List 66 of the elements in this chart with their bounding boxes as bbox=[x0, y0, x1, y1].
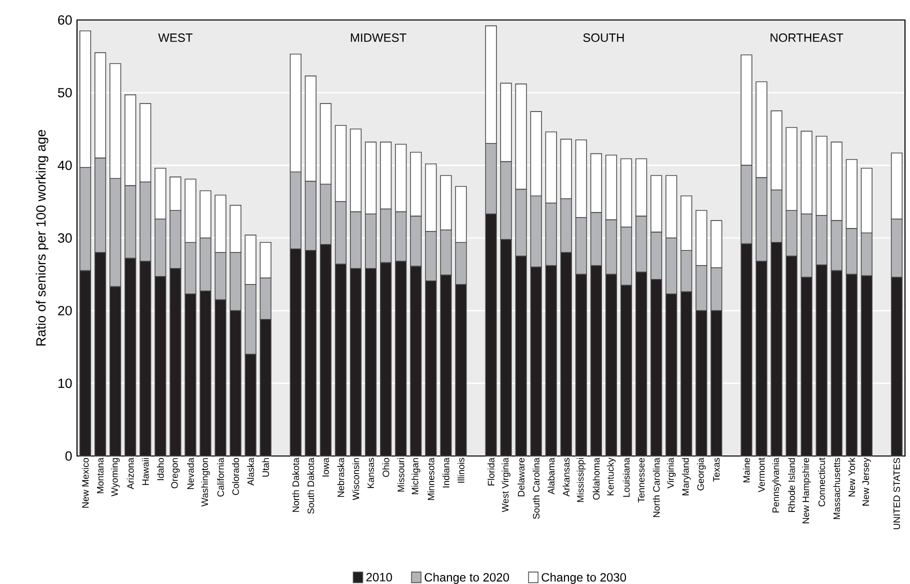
x-tick-label: South Dakota bbox=[307, 458, 314, 514]
y-tick-label: 60 bbox=[58, 15, 72, 25]
y-tick-label: 30 bbox=[58, 233, 72, 243]
x-tick-label: Michigan bbox=[412, 458, 420, 494]
x-tick-label: Pennsylvania bbox=[772, 458, 781, 512]
x-tick-label: Indiana bbox=[442, 458, 450, 488]
x-tick-label: Vermont bbox=[758, 458, 765, 492]
x-tick-label: Maine bbox=[743, 458, 750, 482]
x-tick-label: New Hampshire bbox=[802, 458, 811, 524]
x-tick-label: Nebraska bbox=[337, 458, 344, 497]
x-tick-label: Missouri bbox=[397, 458, 404, 492]
x-tick-label: Utah bbox=[262, 458, 270, 477]
y-tick-label: 50 bbox=[58, 88, 72, 98]
x-tick-label: South Carolina bbox=[532, 458, 540, 519]
x-tick-label: New Jersey bbox=[862, 458, 871, 506]
x-tick-label: West Virginia bbox=[502, 458, 510, 512]
x-tick-label: Wisconsin bbox=[352, 458, 360, 500]
legend-label: Change to 2030 bbox=[542, 572, 626, 584]
x-tick-label: UNITED STATES bbox=[893, 458, 900, 530]
x-tick-label: Illinois bbox=[458, 458, 464, 483]
x-tick-label: Idaho bbox=[156, 458, 164, 480]
x-tick-label: Wyoming bbox=[110, 458, 120, 496]
x-tick-label: Florida bbox=[488, 458, 494, 486]
x-tick-label: Rhode Island bbox=[788, 458, 795, 512]
y-tick-label: 20 bbox=[58, 306, 72, 316]
x-tick-label: Tennessee bbox=[638, 458, 645, 503]
x-tick-label: Georgia bbox=[697, 458, 706, 490]
x-tick-label: Arizona bbox=[126, 458, 134, 490]
x-tick-label: Montana bbox=[97, 458, 104, 494]
x-tick-label: North Dakota bbox=[292, 458, 300, 512]
annotation: NORTHEAST bbox=[770, 33, 844, 42]
legend-label: Change to 2020 bbox=[424, 572, 510, 584]
y-axis-title: Ratio of seniors per 100 working age bbox=[36, 130, 48, 346]
x-tick-label: Virginia bbox=[666, 458, 676, 488]
x-tick-label: Mississippi bbox=[576, 458, 586, 502]
y-tick-label: 40 bbox=[58, 160, 72, 170]
x-tick-label: Colorado bbox=[232, 458, 239, 495]
annotation: SOUTH bbox=[583, 33, 624, 42]
x-tick-label: California bbox=[217, 458, 224, 497]
x-tick-label: Delaware bbox=[518, 458, 524, 496]
x-tick-label: Maryland bbox=[682, 458, 691, 496]
x-tick-label: Alabama bbox=[548, 458, 555, 494]
x-tick-label: Texas bbox=[713, 458, 720, 482]
legend-label: 2010 bbox=[366, 572, 392, 582]
x-tick-label: Louisiana bbox=[622, 458, 630, 497]
x-tick-label: Washington bbox=[201, 458, 210, 506]
x-tick-label: Ohio bbox=[382, 458, 390, 477]
y-tick-label: 10 bbox=[58, 378, 72, 388]
x-tick-label: New York bbox=[848, 458, 856, 496]
x-tick-label: Massachusetts bbox=[833, 458, 840, 520]
x-tick-label: Alaska bbox=[247, 458, 254, 486]
x-tick-label: Arkansas bbox=[562, 458, 570, 496]
x-tick-label: New Mexico bbox=[82, 458, 89, 508]
x-tick-label: North Carolina bbox=[652, 458, 660, 517]
x-tick-label: Kentucky bbox=[606, 458, 616, 496]
x-tick-label: Oregon bbox=[171, 458, 180, 488]
x-tick-label: Oklahoma bbox=[592, 458, 600, 500]
annotation: MIDWEST bbox=[350, 33, 406, 42]
x-tick-label: Nevada bbox=[187, 458, 194, 489]
y-tick-label: 0 bbox=[65, 451, 72, 461]
annotation: WEST bbox=[158, 33, 192, 42]
x-tick-label: Connecticut bbox=[818, 458, 826, 506]
x-tick-label: Minnesota bbox=[427, 458, 434, 500]
x-tick-label: Kansas bbox=[368, 458, 374, 488]
x-tick-label: Iowa bbox=[322, 458, 329, 476]
x-tick-label: Hawaii bbox=[142, 458, 149, 485]
